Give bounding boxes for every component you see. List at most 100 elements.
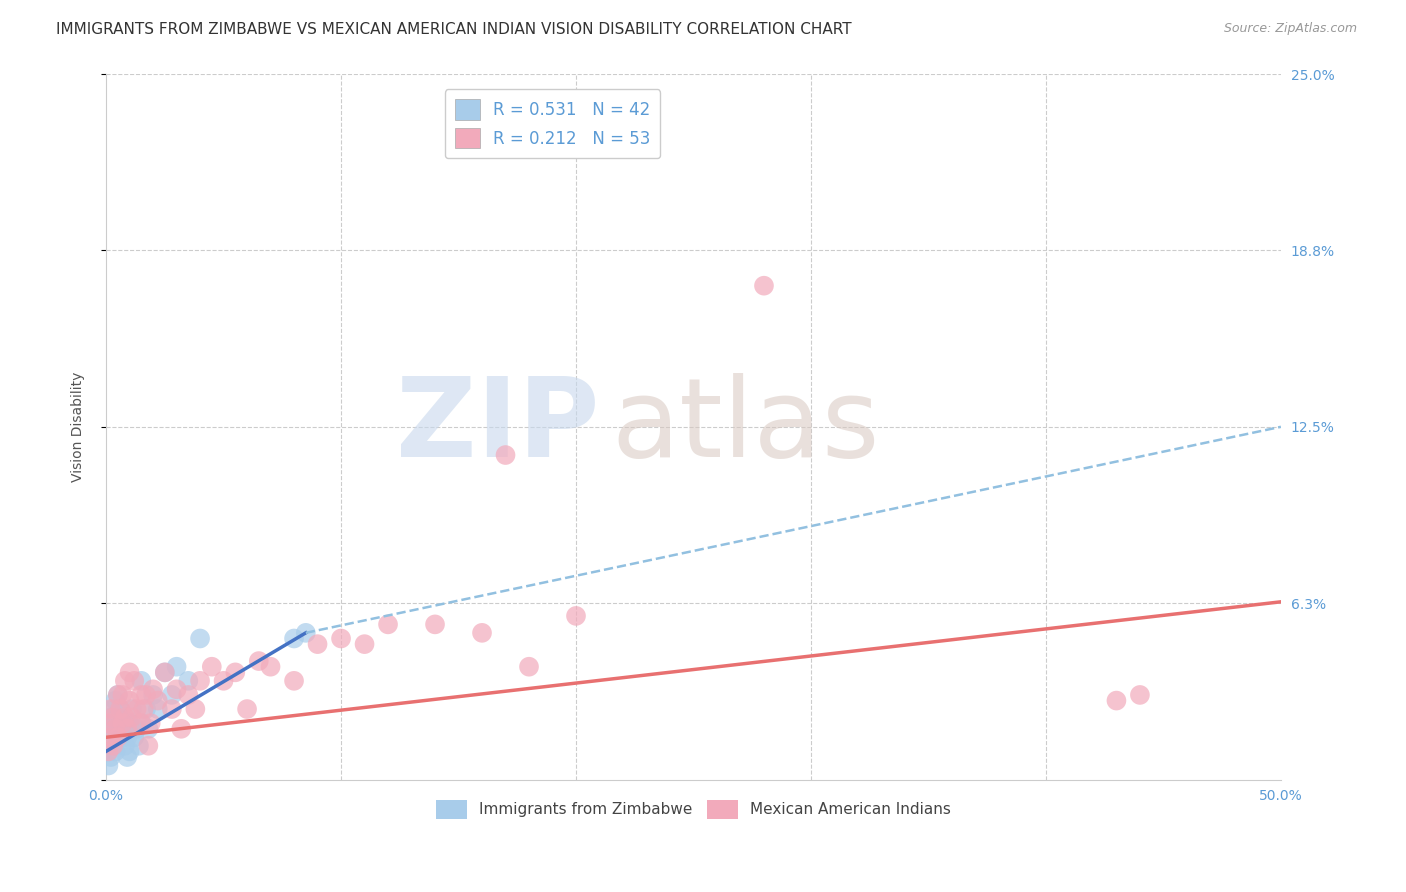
Point xyxy=(294,625,316,640)
Point xyxy=(495,448,517,462)
Point xyxy=(121,702,143,716)
Point xyxy=(132,702,155,716)
Point xyxy=(170,722,193,736)
Point xyxy=(111,731,134,745)
Point xyxy=(108,702,131,716)
Point xyxy=(114,722,136,736)
Point xyxy=(184,702,207,716)
Point xyxy=(135,702,157,716)
Point xyxy=(138,722,160,736)
Text: IMMIGRANTS FROM ZIMBABWE VS MEXICAN AMERICAN INDIAN VISION DISABILITY CORRELATIO: IMMIGRANTS FROM ZIMBABWE VS MEXICAN AMER… xyxy=(56,22,852,37)
Point xyxy=(97,716,120,731)
Point xyxy=(160,688,183,702)
Point xyxy=(107,731,129,745)
Point xyxy=(307,637,329,651)
Point xyxy=(201,659,224,673)
Point xyxy=(101,722,124,736)
Point xyxy=(104,722,127,736)
Point xyxy=(100,731,122,745)
Point xyxy=(166,659,188,673)
Point xyxy=(108,702,131,716)
Point xyxy=(138,739,160,753)
Point xyxy=(104,716,127,731)
Point xyxy=(212,673,235,688)
Point xyxy=(131,673,153,688)
Point xyxy=(188,632,211,646)
Point xyxy=(330,632,353,646)
Point xyxy=(118,744,141,758)
Point xyxy=(118,665,141,680)
Y-axis label: Vision Disability: Vision Disability xyxy=(72,372,86,482)
Point xyxy=(128,739,150,753)
Point xyxy=(107,688,129,702)
Point xyxy=(100,750,122,764)
Point xyxy=(118,716,141,731)
Point xyxy=(188,673,211,688)
Point xyxy=(122,731,145,745)
Point xyxy=(471,625,494,640)
Legend: Immigrants from Zimbabwe, Mexican American Indians: Immigrants from Zimbabwe, Mexican Americ… xyxy=(430,794,957,825)
Point xyxy=(107,688,129,702)
Point xyxy=(153,665,176,680)
Point xyxy=(114,739,136,753)
Point xyxy=(177,673,200,688)
Point xyxy=(259,659,281,673)
Point xyxy=(97,716,120,731)
Point xyxy=(146,693,169,707)
Point xyxy=(139,716,162,731)
Point xyxy=(236,702,259,716)
Point xyxy=(100,710,122,724)
Point xyxy=(115,750,138,764)
Point xyxy=(177,688,200,702)
Text: ZIP: ZIP xyxy=(396,374,599,480)
Point xyxy=(104,744,127,758)
Point xyxy=(142,688,165,702)
Point xyxy=(353,637,375,651)
Point xyxy=(131,688,153,702)
Point xyxy=(111,688,134,702)
Point xyxy=(121,710,143,724)
Point xyxy=(752,278,775,293)
Point xyxy=(108,722,131,736)
Point xyxy=(142,682,165,697)
Point xyxy=(111,716,134,731)
Point xyxy=(114,673,136,688)
Point xyxy=(166,682,188,697)
Text: atlas: atlas xyxy=(612,374,880,480)
Point xyxy=(118,693,141,707)
Point xyxy=(115,731,138,745)
Point xyxy=(107,710,129,724)
Point xyxy=(1129,688,1152,702)
Text: Source: ZipAtlas.com: Source: ZipAtlas.com xyxy=(1223,22,1357,36)
Point xyxy=(101,739,124,753)
Point xyxy=(131,716,153,731)
Point xyxy=(114,710,136,724)
Point xyxy=(283,673,305,688)
Point xyxy=(115,722,138,736)
Point xyxy=(100,731,122,745)
Point xyxy=(101,710,124,724)
Point xyxy=(125,702,148,716)
Point xyxy=(283,632,305,646)
Point xyxy=(104,693,127,707)
Point xyxy=(101,702,124,716)
Point xyxy=(122,673,145,688)
Point xyxy=(111,716,134,731)
Point xyxy=(97,744,120,758)
Point xyxy=(100,702,122,716)
Point xyxy=(107,731,129,745)
Point xyxy=(125,722,148,736)
Point xyxy=(101,739,124,753)
Point xyxy=(1105,693,1128,707)
Point xyxy=(97,744,120,758)
Point xyxy=(146,702,169,716)
Point xyxy=(247,654,270,668)
Point xyxy=(160,702,183,716)
Point xyxy=(131,716,153,731)
Point xyxy=(517,659,540,673)
Point xyxy=(565,608,588,623)
Point xyxy=(135,688,157,702)
Point xyxy=(224,665,246,680)
Point xyxy=(97,758,120,772)
Point xyxy=(377,617,399,632)
